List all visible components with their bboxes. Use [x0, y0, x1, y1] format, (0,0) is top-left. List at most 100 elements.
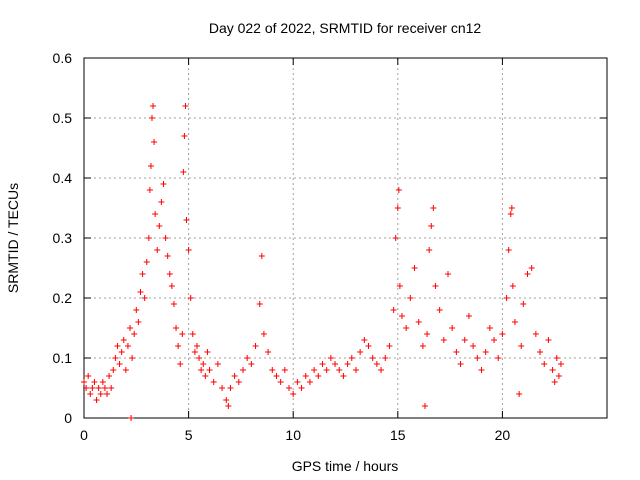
data-point: [306, 379, 313, 385]
data-point: [112, 355, 119, 361]
x-tick-label: 0: [80, 427, 88, 443]
chart-title: Day 022 of 2022, SRMTID for receiver cn1…: [209, 20, 482, 36]
data-point: [164, 253, 171, 259]
y-tick-label: 0.5: [53, 110, 73, 126]
data-point: [150, 103, 157, 109]
data-point: [440, 337, 447, 343]
data-point: [327, 355, 334, 361]
data-point: [87, 391, 94, 397]
x-axis-label: GPS time / hours: [292, 458, 399, 474]
data-point: [465, 313, 472, 319]
data-point: [551, 379, 558, 385]
data-point: [95, 385, 102, 391]
data-point: [302, 373, 309, 379]
x-tick-label: 5: [185, 427, 193, 443]
data-point: [553, 355, 560, 361]
data-point: [265, 349, 272, 355]
data-point: [175, 343, 182, 349]
data-point: [419, 343, 426, 349]
data-point: [411, 265, 418, 271]
data-point: [97, 391, 104, 397]
data-point: [156, 223, 163, 229]
data-point: [352, 367, 359, 373]
data-point: [478, 367, 485, 373]
data-point: [244, 355, 251, 361]
data-point: [555, 373, 562, 379]
data-point: [81, 379, 87, 385]
data-point: [520, 301, 527, 307]
data-point: [344, 361, 351, 367]
data-point: [348, 355, 355, 361]
data-point: [196, 355, 203, 361]
data-point: [118, 349, 125, 355]
data-point: [235, 379, 242, 385]
data-point: [486, 325, 493, 331]
data-point: [415, 319, 422, 325]
y-tick-label: 0.1: [53, 350, 73, 366]
data-point: [173, 325, 180, 331]
grid-lines: [84, 58, 607, 418]
y-tick-label: 0.3: [53, 230, 73, 246]
data-point: [179, 331, 186, 337]
data-point: [403, 325, 410, 331]
data-point: [290, 391, 297, 397]
data-point: [365, 343, 372, 349]
data-point: [428, 223, 435, 229]
data-point: [114, 343, 121, 349]
data-point: [223, 397, 230, 403]
x-tick-label: 15: [390, 427, 406, 443]
y-tick-label: 0.2: [53, 290, 73, 306]
data-point: [516, 391, 523, 397]
data-point: [524, 271, 531, 277]
data-point: [281, 367, 288, 373]
data-point: [239, 367, 246, 373]
data-point: [129, 355, 136, 361]
data-point: [453, 349, 460, 355]
data-point: [166, 271, 173, 277]
data-point: [436, 307, 443, 313]
x-tick-label: 20: [495, 427, 511, 443]
data-point: [183, 217, 190, 223]
data-point: [378, 367, 385, 373]
data-point: [168, 283, 175, 289]
data-point: [298, 385, 305, 391]
data-point: [104, 391, 111, 397]
data-point: [170, 301, 177, 307]
data-point: [122, 367, 129, 373]
data-point: [373, 361, 380, 367]
y-tick-label: 0.4: [53, 170, 73, 186]
data-point: [193, 343, 200, 349]
data-point: [182, 103, 189, 109]
data-point: [357, 349, 364, 355]
data-point: [219, 385, 226, 391]
data-point: [273, 373, 280, 379]
data-point: [145, 235, 152, 241]
data-point: [158, 199, 165, 205]
data-point: [162, 235, 169, 241]
data-point: [528, 265, 535, 271]
data-point: [424, 331, 431, 337]
data-point: [177, 361, 184, 367]
data-point: [537, 349, 544, 355]
data-point: [503, 295, 510, 301]
data-point: [206, 367, 213, 373]
data-point: [135, 319, 142, 325]
data-point: [315, 373, 322, 379]
data-point: [549, 367, 556, 373]
data-points: [81, 103, 564, 421]
data-point: [386, 343, 393, 349]
data-point: [541, 361, 548, 367]
data-point: [227, 385, 234, 391]
data-point: [143, 259, 150, 265]
data-point: [392, 235, 399, 241]
data-point: [518, 343, 525, 349]
data-point: [108, 385, 115, 391]
data-point: [495, 355, 502, 361]
data-point: [509, 283, 516, 289]
data-point: [396, 283, 403, 289]
data-point: [323, 367, 330, 373]
data-point: [369, 355, 376, 361]
data-point: [340, 373, 347, 379]
y-tick-label: 0: [64, 410, 72, 426]
data-point: [128, 415, 135, 421]
